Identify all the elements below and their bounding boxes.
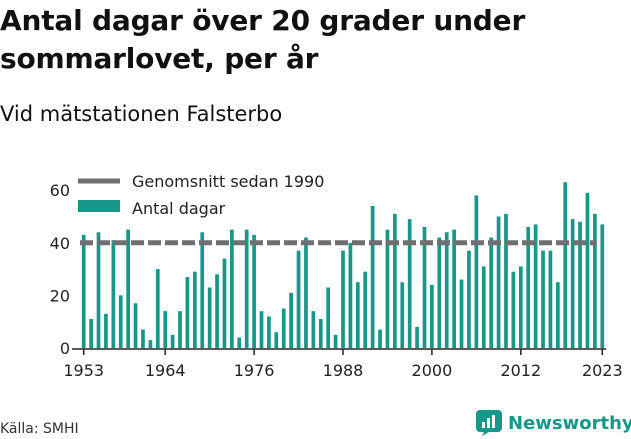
bar-1970 (207, 287, 212, 348)
bar-1989 (348, 242, 353, 348)
bar-1972 (222, 258, 227, 348)
y-tick-label-60: 60 (50, 181, 70, 200)
bar-1990 (355, 282, 360, 348)
newsworthy-icon (476, 410, 502, 436)
bar-1984 (311, 311, 316, 348)
source-note: Källa: SMHI (0, 421, 79, 437)
x-tick-label-1964: 1964 (145, 361, 186, 380)
bar-1960 (133, 303, 138, 348)
bar-1958 (118, 295, 123, 348)
bar-2004 (459, 279, 464, 348)
x-tick-label-1988: 1988 (323, 361, 364, 380)
bar-2019 (570, 219, 575, 348)
bar-2018 (563, 182, 568, 348)
x-tick-label-2012: 2012 (500, 361, 541, 380)
legend-label-days: Antal dagar (132, 199, 226, 218)
bar-1978 (267, 316, 271, 348)
y-tick-label-0: 0 (60, 339, 70, 358)
bar-1981 (289, 292, 293, 348)
bar-1966 (178, 311, 182, 348)
bar-1992 (370, 205, 375, 348)
chart-title: Antal dagar över 20 grader under sommarl… (0, 4, 526, 75)
bar-2010 (504, 213, 508, 348)
bar-1967 (185, 276, 190, 348)
bar-2014 (533, 224, 538, 348)
x-tick-label-1976: 1976 (234, 361, 275, 380)
bar-1974 (237, 337, 242, 348)
bar-1953 (81, 234, 86, 348)
bar-1956 (104, 313, 108, 348)
bar-1977 (259, 311, 264, 348)
bar-2021 (585, 192, 590, 348)
bar-1954 (89, 319, 93, 348)
bar-1998 (415, 326, 419, 348)
x-tick-label-2023: 2023 (582, 361, 623, 380)
bar-1965 (170, 334, 175, 348)
bar-2011 (511, 271, 516, 348)
bar-1985 (318, 319, 323, 348)
bar-1983 (304, 237, 308, 348)
bar-2000 (430, 284, 434, 348)
bar-2023 (600, 224, 605, 348)
x-tick-label-2000: 2000 (412, 361, 453, 380)
brand-name: Newsworthy (508, 412, 631, 434)
bar-2015 (541, 250, 545, 348)
bar-1999 (422, 226, 427, 348)
bar-1979 (274, 332, 279, 348)
bar-chart: Genomsnitt sedan 1990 Antal dagar 0 20 40 60 1… (49, 172, 623, 380)
bar-2016 (548, 250, 553, 348)
bar-1964 (163, 311, 168, 348)
newsworthy-logo: Newsworthy (476, 408, 631, 438)
legend-label-average: Genomsnitt sedan 1990 (132, 172, 324, 191)
bar-2003 (452, 229, 456, 348)
bar-2008 (489, 237, 494, 348)
bar-1976 (252, 234, 256, 348)
bar-1973 (230, 229, 234, 348)
bar-1986 (326, 287, 331, 348)
bar-1968 (192, 271, 197, 348)
bar-1957 (111, 240, 116, 348)
bar-1959 (126, 229, 130, 348)
bar-2009 (496, 216, 501, 348)
bar-1988 (341, 250, 345, 348)
bar-1961 (141, 329, 145, 348)
bar-1963 (155, 269, 160, 348)
x-tick-label-1953: 1953 (63, 361, 104, 380)
bar-2012 (518, 266, 523, 348)
bar-1994 (385, 229, 390, 348)
bar-2001 (437, 237, 442, 348)
bar-2006 (474, 195, 479, 348)
bar-1962 (148, 340, 153, 348)
bar-2017 (555, 282, 560, 348)
bar-2020 (578, 221, 582, 348)
bar-2002 (444, 232, 449, 348)
bar-1955 (96, 232, 101, 348)
bar-1997 (407, 219, 412, 348)
bar-1987 (333, 334, 338, 348)
bar-1971 (215, 274, 219, 348)
bar-1969 (200, 232, 205, 348)
bar-2013 (526, 226, 531, 348)
chart-subtitle: Vid mätstationen Falsterbo (0, 102, 283, 126)
bar-1980 (281, 308, 286, 348)
bar-1991 (363, 271, 368, 348)
bar-1993 (378, 329, 382, 348)
bar-1982 (296, 250, 301, 348)
y-tick-label-20: 20 (50, 286, 70, 305)
y-tick-label-40: 40 (50, 234, 70, 253)
bar-1995 (393, 213, 397, 348)
bar-2007 (481, 266, 486, 348)
bar-2022 (593, 213, 597, 348)
bar-1996 (400, 282, 405, 348)
legend-bar-swatch (78, 200, 120, 212)
bar-2005 (467, 250, 471, 348)
bar-1975 (244, 229, 249, 348)
